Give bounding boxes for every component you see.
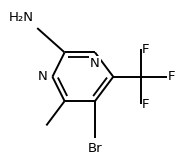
Text: F: F <box>142 43 150 56</box>
Text: H₂N: H₂N <box>9 11 34 24</box>
Text: F: F <box>142 98 150 111</box>
Text: N: N <box>90 57 100 70</box>
Text: N: N <box>38 70 48 83</box>
Text: Br: Br <box>88 142 102 155</box>
Text: F: F <box>168 70 176 83</box>
